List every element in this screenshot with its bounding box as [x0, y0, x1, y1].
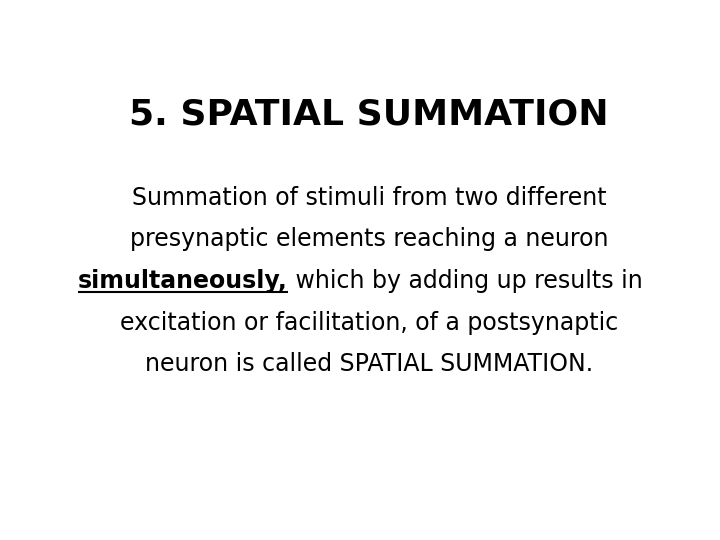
- Text: neuron is called SPATIAL SUMMATION.: neuron is called SPATIAL SUMMATION.: [145, 352, 593, 376]
- Text: 5. SPATIAL SUMMATION: 5. SPATIAL SUMMATION: [129, 98, 609, 132]
- Text: excitation or facilitation, of a postsynaptic: excitation or facilitation, of a postsyn…: [120, 310, 618, 335]
- Text: Summation of stimuli from two different: Summation of stimuli from two different: [132, 186, 606, 210]
- Text: presynaptic elements reaching a neuron: presynaptic elements reaching a neuron: [130, 227, 608, 252]
- Text: simultaneously,: simultaneously,: [78, 269, 287, 293]
- Text: which by adding up results in: which by adding up results in: [287, 269, 642, 293]
